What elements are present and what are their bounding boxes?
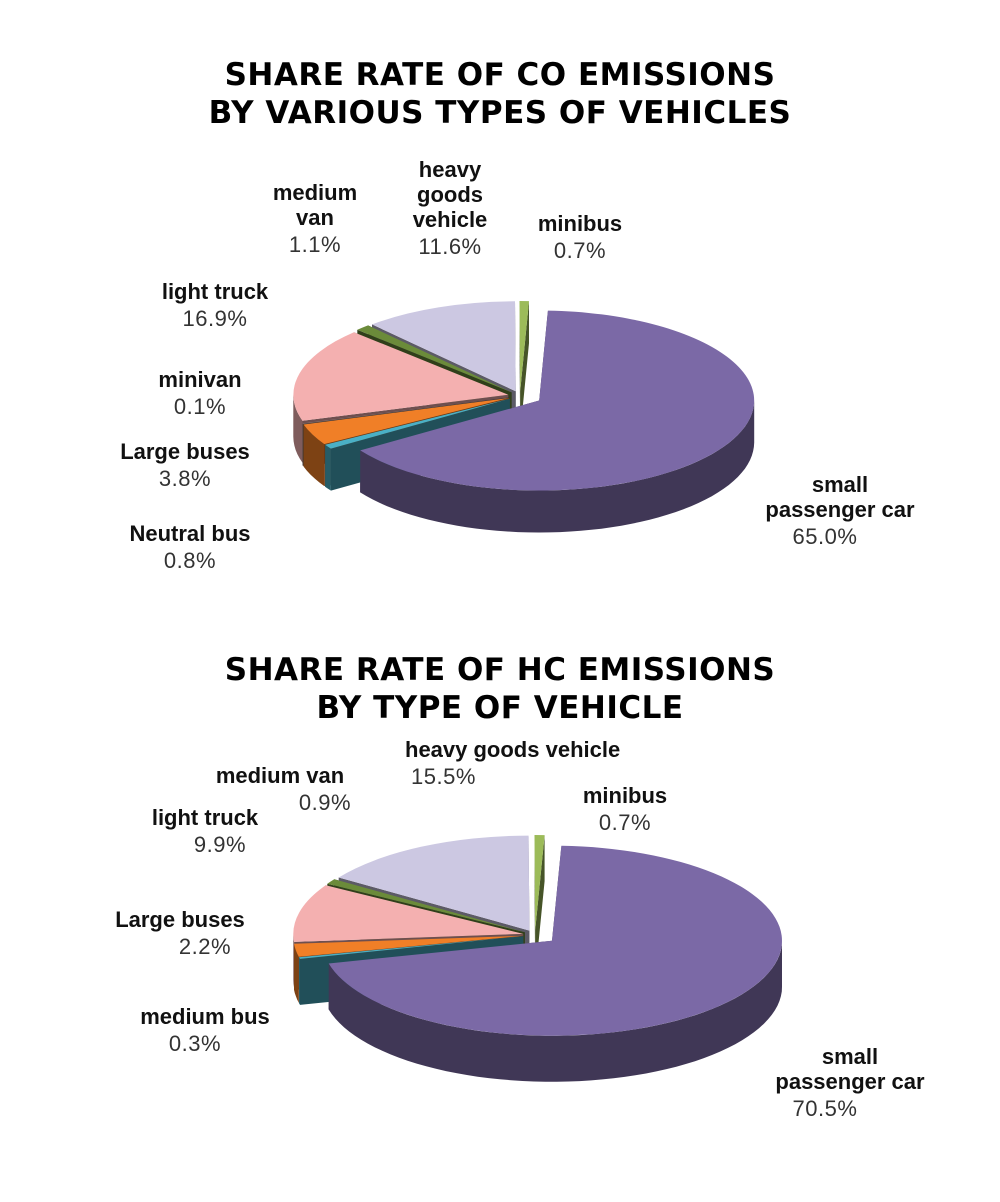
co-label-large-buses-value: 3.8%: [158, 466, 212, 491]
co-neutral-bus-slice: [325, 398, 510, 449]
chart-title-co-line-1: SHARE RATE OF CO EMISSIONS: [224, 57, 776, 93]
hc-label-large-buses-name: Large buses: [115, 907, 245, 932]
co-light-truck-slice: [293, 332, 509, 421]
hc-medium-van-slice: [327, 879, 525, 933]
co-label-light-truck-name: light truck: [161, 279, 269, 304]
co-label-large-buses-name: Large buses: [120, 439, 250, 464]
hc-medium-bus-slice: [299, 936, 524, 959]
co-label-heavy-goods-vehicle-value: 11.6%: [418, 234, 482, 259]
chart-title-hc-line-1: SHARE RATE OF HC EMISSIONS: [224, 652, 776, 688]
hc-label-medium-van-value: 0.9%: [298, 790, 352, 815]
co-label-neutral-bus-name: Neutral bus: [129, 521, 251, 546]
hc-label-heavy-goods-vehicle-value: 15.5%: [411, 764, 476, 789]
co-label-neutral-bus: Neutral bus 0.8%: [100, 521, 280, 576]
hc-label-large-buses-value: 2.2%: [178, 934, 232, 959]
co-label-light-truck-value: 16.9%: [182, 306, 248, 331]
co-emissions-pie-chart: [293, 301, 755, 533]
hc-label-minibus-value: 0.7%: [598, 810, 652, 835]
co-label-small-passenger-car: small passenger car 65.0%: [740, 472, 940, 552]
co-label-neutral-bus-value: 0.8%: [163, 548, 217, 573]
co-light-truck-slice-side: [293, 394, 303, 463]
hc-label-small-passenger-car-name-2: passenger car: [775, 1069, 925, 1094]
hc-heavy-goods-vehicle-slice: [338, 835, 530, 931]
hc-large-buses-slice: [294, 935, 524, 957]
hc-label-small-passenger-car-value: 70.5%: [792, 1096, 858, 1121]
co-heavy-goods-vehicle-slice: [372, 301, 516, 392]
co-label-medium-van-name-2: van: [296, 205, 334, 230]
hc-light-truck-slice: [293, 885, 524, 942]
co-label-large-buses: Large buses 3.8%: [95, 439, 275, 494]
hc-label-heavy-goods-vehicle-name: heavy goods vehicle: [405, 737, 621, 762]
co-label-minibus-value: 0.7%: [553, 238, 607, 263]
hc-label-light-truck: light truck 9.9%: [115, 805, 295, 860]
hc-label-medium-bus: medium bus 0.3%: [110, 1004, 300, 1059]
hc-minibus-slice: [534, 835, 545, 930]
co-label-light-truck: light truck 16.9%: [115, 279, 315, 334]
co-label-minibus: minibus 0.7%: [505, 211, 655, 266]
chart-title-hc-line-2: BY TYPE OF VEHICLE: [316, 690, 684, 726]
hc-label-medium-van-name: medium van: [215, 763, 345, 788]
chart-title-co: SHARE RATE OF CO EMISSIONS BY VARIOUS TY…: [0, 56, 1000, 132]
hc-light-truck-slice-side: [293, 933, 295, 988]
hc-minibus-slice-edge-end: [535, 835, 545, 976]
hc-label-minibus: minibus 0.7%: [550, 783, 700, 838]
co-large-buses-slice-side: [303, 424, 325, 487]
co-minibus-slice-edge-end: [520, 301, 529, 433]
co-label-minivan-value: 0.1%: [173, 394, 227, 419]
co-small-passenger-car-slice-side: [360, 400, 755, 533]
hc-label-light-truck-name: light truck: [151, 805, 259, 830]
co-label-small-passenger-car-name-2: passenger car: [765, 497, 915, 522]
co-minivan-slice: [302, 397, 509, 424]
hc-label-medium-bus-name: medium bus: [140, 1004, 270, 1029]
co-neutral-bus-slice-side: [325, 444, 331, 491]
co-label-heavy-goods-vehicle: heavy goods vehicle 11.6%: [375, 157, 525, 262]
co-label-medium-van: medium van 1.1%: [240, 180, 390, 260]
hc-label-medium-bus-value: 0.3%: [168, 1031, 222, 1056]
co-label-small-passenger-car-value: 65.0%: [792, 524, 858, 549]
co-label-minivan: minivan 0.1%: [110, 367, 290, 422]
co-small-passenger-car-slice: [360, 310, 755, 491]
hc-small-passenger-car-slice-side: [328, 940, 782, 1082]
chart-title-co-line-2: BY VARIOUS TYPES OF VEHICLES: [208, 95, 792, 131]
co-label-minivan-name: minivan: [158, 367, 242, 392]
hc-label-small-passenger-car: small passenger car 70.5%: [750, 1044, 950, 1124]
co-minibus-slice: [519, 301, 529, 391]
hc-medium-bus-slice-side: [299, 957, 300, 1005]
hc-large-buses-slice-side: [294, 943, 299, 1003]
co-label-heavy-goods-vehicle-name-3: vehicle: [412, 207, 488, 232]
co-label-heavy-goods-vehicle-name-2: goods: [417, 182, 483, 207]
co-large-buses-slice: [303, 398, 509, 445]
co-label-heavy-goods-vehicle-name-1: heavy: [418, 157, 482, 182]
hc-label-medium-van: medium van 0.9%: [190, 763, 370, 818]
co-minibus-slice-edge-start: [519, 301, 521, 433]
hc-small-passenger-car-slice: [328, 845, 782, 1036]
hc-label-small-passenger-car-name-1: small: [821, 1044, 879, 1069]
co-label-medium-van-value: 1.1%: [288, 232, 342, 257]
hc-label-large-buses: Large buses 2.2%: [90, 907, 270, 962]
co-medium-van-slice: [357, 325, 512, 393]
co-label-small-passenger-car-name-1: small: [811, 472, 869, 497]
co-label-minibus-name: minibus: [537, 211, 623, 236]
chart-title-hc: SHARE RATE OF HC EMISSIONS BY TYPE OF VE…: [0, 651, 1000, 727]
hc-minibus-slice-edge-start: [534, 835, 536, 976]
hc-label-minibus-name: minibus: [582, 783, 668, 808]
co-label-medium-van-name-1: medium: [272, 180, 358, 205]
hc-label-light-truck-value: 9.9%: [193, 832, 247, 857]
hc-label-heavy-goods-vehicle: heavy goods vehicle 15.5%: [405, 737, 675, 792]
